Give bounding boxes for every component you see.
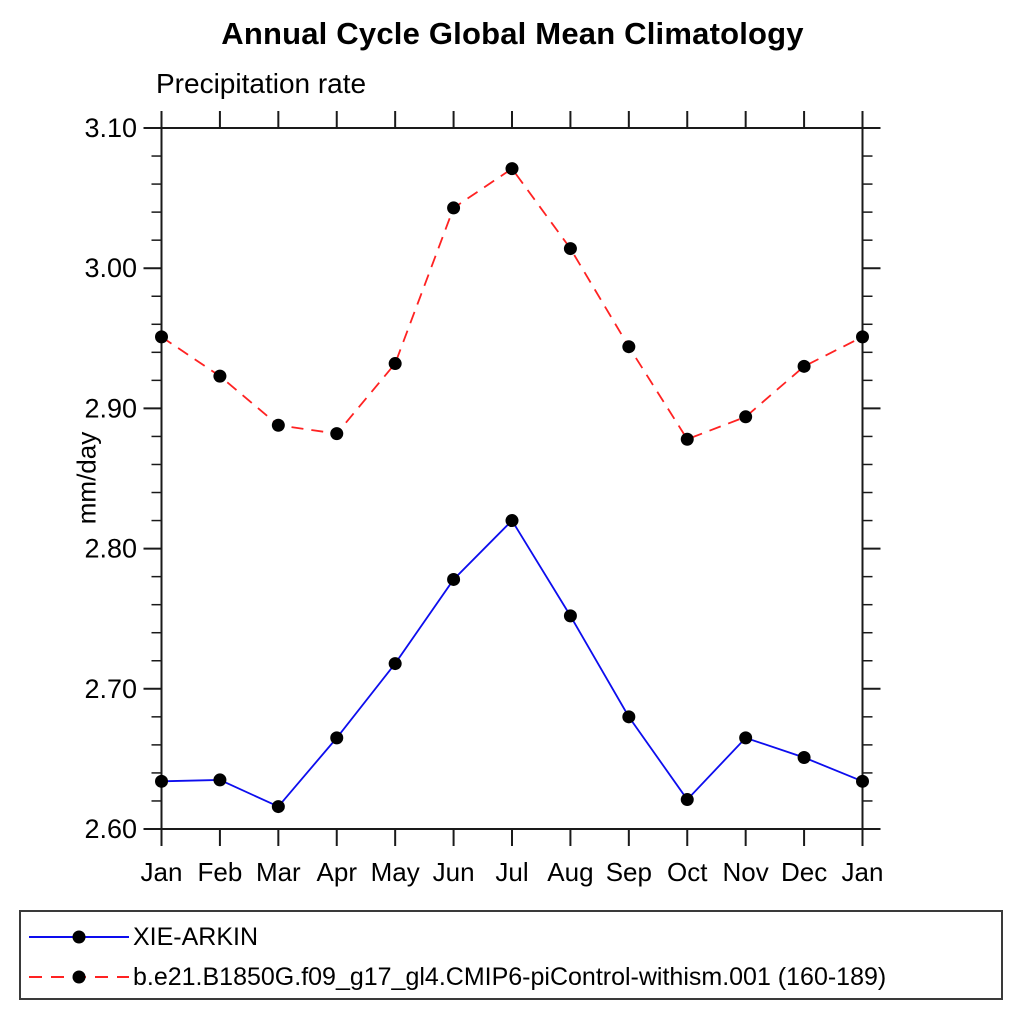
data-point-marker: [447, 572, 461, 586]
marker-dot-icon: [72, 930, 86, 944]
x-tick-label: Jul: [495, 857, 528, 887]
data-point-marker: [622, 340, 636, 354]
x-tick-label: Apr: [317, 857, 358, 887]
chart-title: Annual Cycle Global Mean Climatology: [221, 16, 804, 51]
data-point-marker: [505, 514, 519, 528]
y-tick-label: 2.80: [84, 534, 137, 564]
data-point-marker: [797, 750, 811, 764]
legend-item-xie-arkin: XIE-ARKIN: [21, 917, 1001, 957]
x-tick-label: Feb: [198, 857, 243, 887]
data-point-marker: [622, 710, 636, 724]
data-point-marker: [388, 657, 402, 671]
plot-frame: [160, 127, 864, 830]
x-tick-label: Oct: [667, 857, 708, 887]
y-tick-label: 3.10: [84, 113, 137, 143]
legend-label: XIE-ARKIN: [133, 922, 259, 951]
data-point-marker: [505, 162, 519, 176]
data-point-marker: [213, 773, 227, 787]
chart-subtitle: Precipitation rate: [156, 68, 367, 99]
data-point-marker: [213, 369, 227, 383]
x-tick-label: Jan: [141, 857, 183, 887]
legend-line-sample-dashed: [29, 970, 129, 984]
x-tick-label: Mar: [256, 857, 301, 887]
y-tick-label: 2.90: [84, 393, 137, 423]
y-tick-label: 2.60: [84, 814, 137, 844]
data-point-marker: [739, 731, 753, 745]
y-tick-label: 3.00: [84, 253, 137, 283]
x-tick-label: Dec: [781, 857, 827, 887]
data-point-marker: [330, 731, 344, 745]
data-point-marker: [155, 330, 168, 344]
legend-line-sample-solid: [29, 930, 129, 944]
data-point-marker: [447, 201, 461, 215]
data-point-marker: [856, 330, 869, 344]
x-tick-label: Nov: [723, 857, 769, 887]
legend-box: XIE-ARKIN b.e21.B1850G.f09_g17_gl4.CMIP6…: [19, 910, 1003, 1000]
x-tick-label: Aug: [547, 857, 593, 887]
data-point-marker: [856, 774, 869, 788]
data-point-marker: [563, 609, 577, 623]
x-tick-label: May: [371, 857, 420, 887]
data-point-marker: [271, 418, 285, 432]
data-point-marker: [797, 359, 811, 373]
series-line-model-run: [160, 167, 863, 441]
data-point-marker: [388, 357, 402, 371]
legend-item-model-run: b.e21.B1850G.f09_g17_gl4.CMIP6-piControl…: [21, 957, 1001, 997]
marker-dot-icon: [72, 970, 86, 984]
data-point-marker: [680, 432, 694, 446]
x-tick-label: Jun: [433, 857, 475, 887]
data-point-marker: [155, 774, 168, 788]
data-point-marker: [739, 410, 753, 424]
series-line-xie-arkin: [161, 519, 863, 808]
x-tick-label: Jan: [842, 857, 884, 887]
y-tick-label: 2.70: [84, 674, 137, 704]
x-tick-label: Sep: [606, 857, 652, 887]
data-point-marker: [563, 242, 577, 256]
data-point-marker: [330, 427, 344, 441]
data-point-marker: [680, 793, 694, 807]
data-point-marker: [271, 800, 285, 814]
legend-label: b.e21.B1850G.f09_g17_gl4.CMIP6-piControl…: [133, 962, 887, 991]
